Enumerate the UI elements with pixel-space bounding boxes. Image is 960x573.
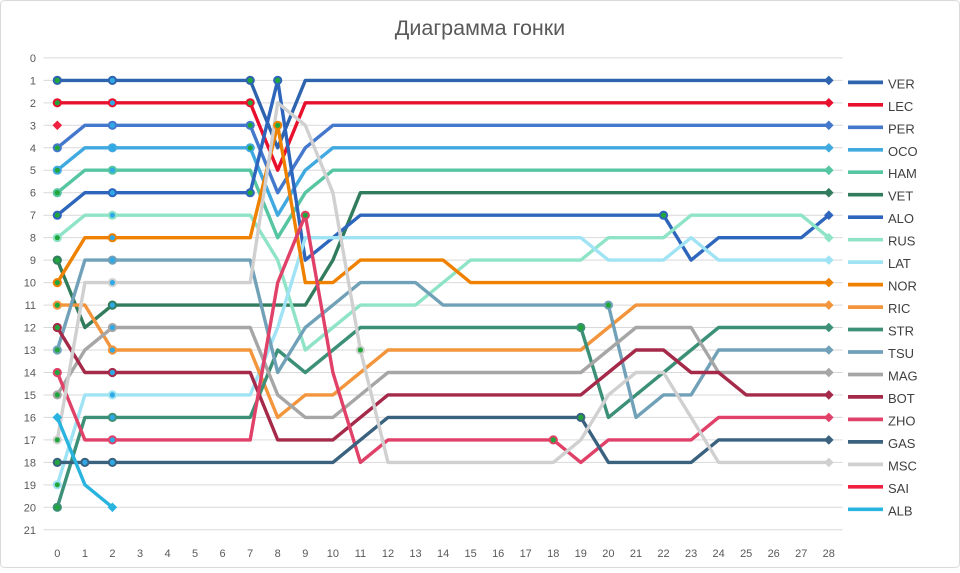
svg-text:22: 22: [657, 548, 669, 560]
svg-text:RIC: RIC: [888, 301, 910, 316]
svg-text:11: 11: [25, 300, 36, 312]
svg-text:VER: VER: [888, 76, 915, 91]
svg-text:Диаграмма гонки: Диаграмма гонки: [395, 16, 565, 40]
svg-text:24: 24: [712, 548, 724, 560]
svg-text:19: 19: [575, 548, 587, 560]
svg-text:12: 12: [382, 548, 394, 560]
svg-text:STR: STR: [888, 324, 914, 339]
svg-text:11: 11: [355, 548, 366, 560]
svg-text:9: 9: [30, 255, 36, 267]
svg-text:GAS: GAS: [888, 436, 916, 451]
svg-text:ZHO: ZHO: [888, 413, 915, 428]
svg-text:7: 7: [247, 548, 253, 560]
svg-text:21: 21: [24, 525, 36, 537]
svg-text:VET: VET: [888, 189, 913, 204]
svg-text:8: 8: [275, 548, 281, 560]
svg-text:7: 7: [30, 210, 36, 222]
svg-text:20: 20: [24, 502, 36, 514]
svg-text:8: 8: [30, 233, 36, 245]
svg-text:4: 4: [30, 143, 36, 155]
svg-text:2: 2: [109, 548, 115, 560]
svg-text:23: 23: [685, 548, 697, 560]
svg-text:4: 4: [164, 548, 170, 560]
svg-text:28: 28: [823, 548, 835, 560]
svg-text:0: 0: [54, 548, 60, 560]
svg-text:18: 18: [547, 548, 559, 560]
svg-text:NOR: NOR: [888, 279, 917, 294]
svg-text:16: 16: [24, 412, 36, 424]
svg-text:RUS: RUS: [888, 234, 916, 249]
svg-text:BOT: BOT: [888, 391, 915, 406]
svg-text:5: 5: [192, 548, 198, 560]
svg-text:12: 12: [24, 323, 36, 335]
svg-text:TSU: TSU: [888, 346, 914, 361]
svg-text:9: 9: [302, 548, 308, 560]
svg-text:6: 6: [220, 548, 226, 560]
svg-text:21: 21: [630, 548, 642, 560]
svg-text:25: 25: [740, 548, 752, 560]
svg-text:10: 10: [327, 548, 339, 560]
svg-text:MAG: MAG: [888, 369, 918, 384]
svg-text:ALO: ALO: [888, 211, 914, 226]
svg-text:20: 20: [602, 548, 614, 560]
svg-text:0: 0: [30, 53, 36, 65]
svg-text:1: 1: [82, 548, 88, 560]
svg-text:LAT: LAT: [888, 256, 911, 271]
svg-text:19: 19: [24, 480, 36, 492]
svg-text:13: 13: [409, 548, 421, 560]
svg-text:17: 17: [24, 435, 36, 447]
svg-text:MSC: MSC: [888, 458, 917, 473]
svg-text:2: 2: [30, 98, 36, 110]
svg-text:14: 14: [24, 368, 36, 380]
svg-text:LEC: LEC: [888, 99, 913, 114]
svg-text:3: 3: [137, 548, 143, 560]
svg-text:HAM: HAM: [888, 166, 917, 181]
svg-text:16: 16: [492, 548, 504, 560]
svg-text:27: 27: [795, 548, 807, 560]
svg-text:ALB: ALB: [888, 503, 913, 518]
svg-text:3: 3: [30, 120, 36, 132]
svg-text:18: 18: [24, 457, 36, 469]
svg-text:PER: PER: [888, 121, 915, 136]
svg-text:10: 10: [24, 278, 36, 290]
svg-text:1: 1: [30, 75, 36, 87]
svg-text:13: 13: [24, 345, 36, 357]
svg-text:14: 14: [437, 548, 449, 560]
svg-text:26: 26: [768, 548, 780, 560]
svg-text:15: 15: [24, 390, 36, 402]
svg-text:15: 15: [464, 548, 476, 560]
svg-text:5: 5: [30, 165, 36, 177]
svg-text:OCO: OCO: [888, 144, 918, 159]
svg-text:6: 6: [30, 188, 36, 200]
svg-text:17: 17: [520, 548, 532, 560]
svg-text:SAI: SAI: [888, 481, 909, 496]
